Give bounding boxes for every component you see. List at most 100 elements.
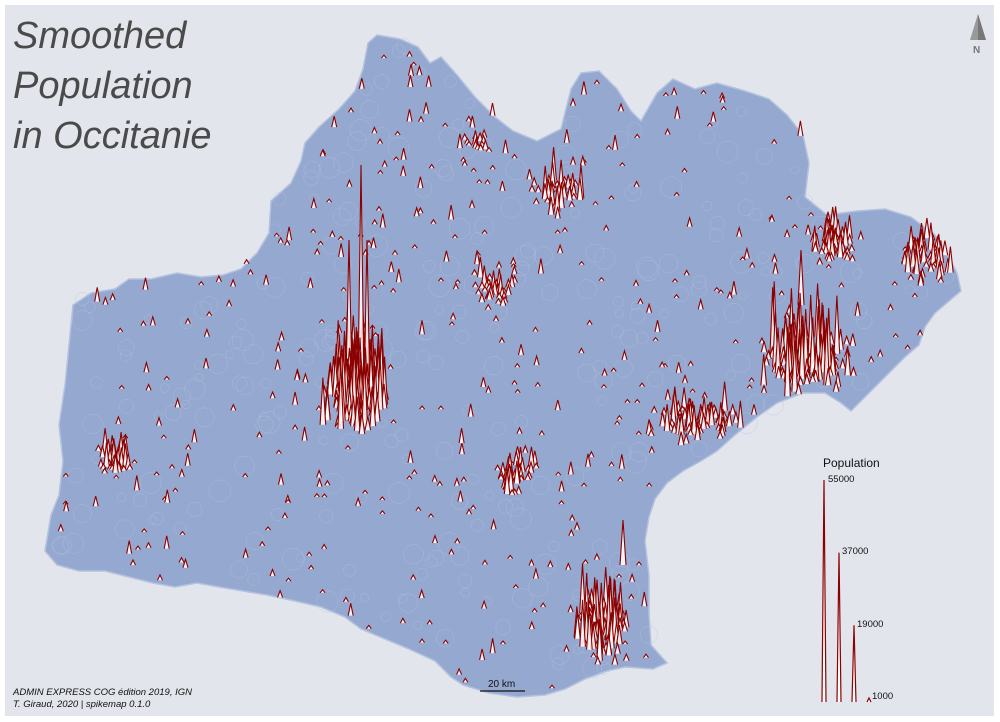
population-spike <box>329 229 336 238</box>
population-spike <box>652 336 659 342</box>
municipality-outline <box>365 234 388 257</box>
municipality-outline <box>301 271 315 285</box>
population-spike <box>573 521 581 530</box>
population-spike <box>275 340 282 352</box>
municipality-outline <box>184 378 206 400</box>
population-spike <box>317 240 324 245</box>
population-spike <box>310 196 317 209</box>
population-spike <box>805 224 812 235</box>
population-spike <box>616 625 623 645</box>
population-spike <box>265 526 271 531</box>
population-spike <box>634 398 641 403</box>
population-spike <box>419 405 426 410</box>
population-spike <box>392 249 398 255</box>
municipality-outline <box>482 596 493 606</box>
population-spike <box>400 147 407 160</box>
population-spike <box>528 558 535 566</box>
population-spike <box>673 191 680 196</box>
population-spike <box>411 468 418 475</box>
population-spike <box>531 176 538 186</box>
population-spike <box>797 249 805 306</box>
municipality-outline <box>613 296 625 308</box>
municipality-outline <box>690 440 708 458</box>
population-spike <box>120 464 128 471</box>
population-spike <box>448 321 455 326</box>
municipality-outline <box>629 307 646 324</box>
population-spike <box>569 97 577 106</box>
population-spike <box>528 620 535 630</box>
population-spike <box>178 467 185 477</box>
credits-author: T. Giraud, 2020 | spikemap 0.1.0 <box>13 699 151 710</box>
population-spike <box>321 493 328 498</box>
population-spike <box>600 383 607 389</box>
population-spike <box>911 292 918 298</box>
municipality-outline <box>398 593 418 613</box>
population-spike <box>913 249 921 275</box>
population-spike <box>508 488 516 496</box>
scale-bar-label: 20 km <box>488 679 516 690</box>
population-spike <box>689 388 696 393</box>
population-spike <box>739 256 746 261</box>
population-spike <box>364 416 372 431</box>
population-spike <box>338 243 345 258</box>
population-spike <box>569 513 576 521</box>
population-spike <box>558 500 565 505</box>
population-spike <box>721 381 728 411</box>
municipality-outline <box>52 537 69 555</box>
population-spike <box>554 399 561 411</box>
municipality-outline <box>702 200 713 212</box>
municipality-outline <box>592 539 608 555</box>
municipality-outline <box>415 568 428 581</box>
map-frame: Smoothed Population in Occitanie N ADMIN… <box>5 5 994 716</box>
population-spike <box>647 428 655 437</box>
municipality-outline <box>340 588 355 603</box>
population-spike <box>242 547 249 558</box>
population-spike <box>164 489 171 503</box>
population-spike <box>605 634 613 656</box>
population-spike <box>376 205 382 211</box>
population-spike <box>524 472 531 481</box>
population-spike <box>579 599 586 647</box>
municipality-outline <box>640 625 658 644</box>
municipality-outline <box>796 254 815 273</box>
municipality-outline <box>455 329 470 344</box>
population-spike <box>732 339 739 344</box>
municipality-outline <box>614 309 624 319</box>
municipality-outline <box>387 136 410 159</box>
population-spike <box>784 228 791 238</box>
municipality-outline <box>333 207 352 226</box>
municipality-outline <box>491 422 506 437</box>
population-spike <box>659 360 666 368</box>
population-spike <box>428 163 435 169</box>
population-spike <box>62 472 69 477</box>
municipality-outline <box>360 83 373 96</box>
population-spike <box>277 236 284 243</box>
population-spike <box>462 677 469 683</box>
municipality-outline <box>636 331 649 345</box>
population-spike <box>849 253 856 262</box>
population-spike <box>603 224 610 231</box>
municipality-outline <box>709 228 724 243</box>
population-spike <box>373 391 381 422</box>
population-spike <box>664 127 671 135</box>
municipality-outline <box>636 256 658 279</box>
north-arrow-icon <box>970 14 986 40</box>
population-spike <box>568 200 575 208</box>
population-spike <box>481 285 489 292</box>
municipality-outline <box>194 300 213 319</box>
municipality-outline <box>300 338 319 357</box>
municipality-outline <box>659 254 678 273</box>
municipality-outline <box>434 159 453 178</box>
municipality-outline <box>692 275 707 290</box>
population-spike <box>730 280 737 295</box>
population-spike <box>818 246 826 255</box>
population-spike <box>341 316 348 322</box>
population-spike <box>407 450 414 464</box>
population-spike <box>357 164 365 386</box>
population-spike <box>406 109 413 122</box>
population-spike <box>833 295 841 354</box>
population-spike <box>904 344 911 350</box>
population-spike <box>877 348 884 357</box>
population-spike <box>484 303 492 310</box>
population-spike <box>342 596 349 603</box>
